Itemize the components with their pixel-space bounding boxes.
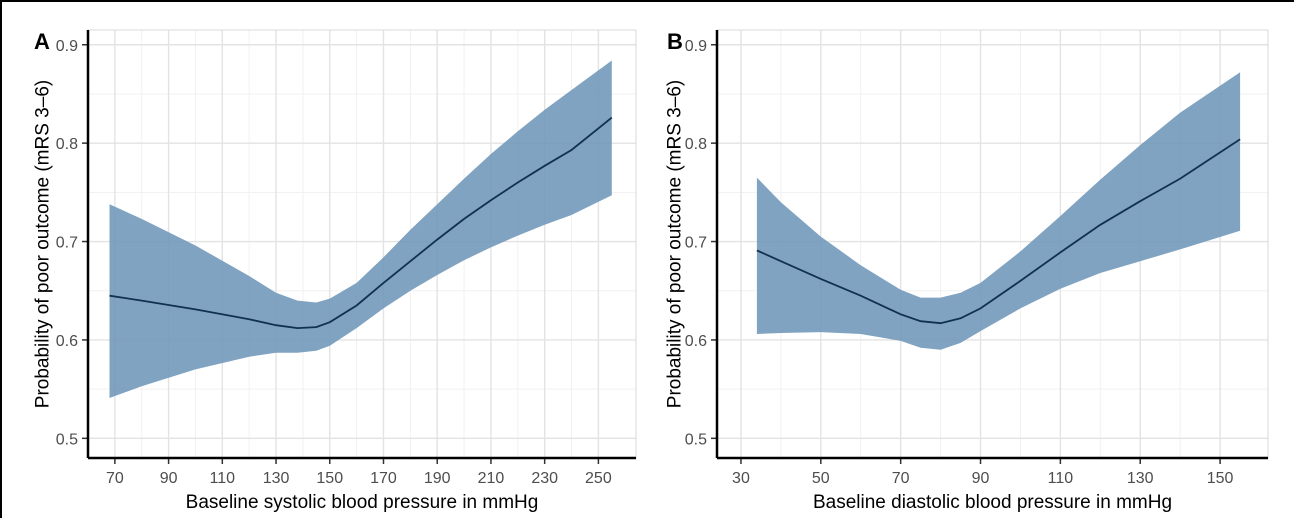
y-tick-label: 0.9 xyxy=(56,38,78,55)
x-tick-label: 150 xyxy=(316,470,343,487)
x-axis-title: Baseline diastolic blood pressure in mmH… xyxy=(813,492,1172,513)
x-tick-label: 190 xyxy=(424,470,451,487)
x-tick-label: 110 xyxy=(210,470,236,487)
x-tick-label: 90 xyxy=(972,470,990,487)
x-tick-label: 150 xyxy=(1207,470,1234,487)
panel-a: 70 90 110 130 150 170 190 210 230 250 0.50.60.70.… xyxy=(33,29,637,513)
y-axis-title: Probability of poor outcome (mRS 3–6) xyxy=(33,80,54,408)
x-tick-label: 130 xyxy=(263,470,290,487)
confidence-band xyxy=(756,72,1241,350)
x-tick-label: 70 xyxy=(892,470,910,487)
panel-b: 30 50 70 90 110 130 150 0.5 0.6 0.7 0.8 0.9 B Base… xyxy=(665,29,1269,513)
y-tick-label: 0.8 xyxy=(56,136,78,153)
x-tick-label: 70 xyxy=(106,470,124,487)
y-axis-ticks: 0.5 0.6 0.7 0.8 0.9 xyxy=(56,38,88,448)
fitted-curve xyxy=(109,116,613,330)
y-tick-label: 0.6 xyxy=(685,333,707,350)
y-tick-label: 0.9 xyxy=(685,38,707,55)
y-tick-label: 0.6 xyxy=(56,333,78,350)
x-tick-label: 90 xyxy=(160,470,178,487)
x-tick-label: 170 xyxy=(370,470,397,487)
x-tick-label: 50 xyxy=(812,470,830,487)
y-tick-label: 0.8 xyxy=(685,136,707,153)
y-tick-label: 0.5 xyxy=(685,431,707,448)
minor-gridlines xyxy=(88,30,636,458)
x-axis-ticks: 30 50 70 90 110 130 150 xyxy=(732,458,1234,487)
fitted-curve xyxy=(756,138,1241,325)
panel-label: A xyxy=(34,29,50,54)
x-tick-label: 230 xyxy=(531,470,558,487)
y-axis-title: Probability of poor outcome (mRS 3–6) xyxy=(665,80,686,408)
y-axis-ticks: 0.5 0.6 0.7 0.8 0.9 xyxy=(685,38,717,448)
y-tick-label: 0.7 xyxy=(685,235,707,252)
x-tick-label: 110 xyxy=(1048,470,1074,487)
x-tick-label: 30 xyxy=(732,470,750,487)
x-axis-ticks: 70 90 110 130 150 170 190 210 230 250 xyxy=(106,458,612,487)
y-tick-label: 0.7 xyxy=(56,235,78,252)
x-tick-label: 130 xyxy=(1127,470,1154,487)
panel-label: B xyxy=(667,29,683,54)
x-axis-title: Baseline systolic blood pressure in mmHg xyxy=(186,492,539,513)
confidence-band xyxy=(109,60,612,398)
y-tick-label: 0.5 xyxy=(56,431,78,448)
x-tick-label: 250 xyxy=(585,470,612,487)
x-tick-label: 210 xyxy=(478,470,505,487)
